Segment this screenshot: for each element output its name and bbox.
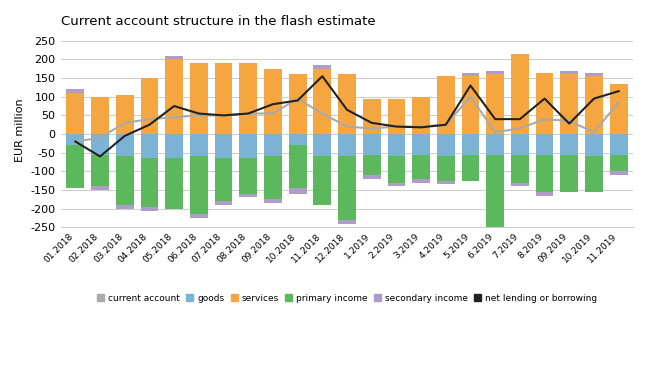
Bar	[66, 134, 84, 145]
Bar	[536, 192, 553, 196]
Bar	[239, 194, 257, 197]
Bar	[387, 183, 406, 186]
Bar	[165, 59, 183, 134]
Bar	[511, 183, 528, 186]
Bar	[511, 134, 528, 155]
Bar	[140, 158, 159, 207]
Bar	[190, 63, 208, 134]
Bar	[239, 63, 257, 134]
Bar	[140, 207, 159, 210]
Bar	[66, 145, 84, 188]
Bar	[239, 158, 257, 194]
Text: Current account structure in the flash estimate: Current account structure in the flash e…	[60, 15, 375, 28]
Bar	[462, 134, 479, 155]
Bar	[214, 63, 233, 134]
Bar	[560, 134, 578, 155]
Bar	[486, 70, 504, 74]
Bar	[462, 76, 479, 134]
Bar	[387, 157, 406, 183]
Bar	[140, 78, 159, 134]
Bar	[264, 157, 282, 199]
Bar	[437, 157, 454, 181]
Bar	[264, 69, 282, 134]
Bar	[165, 134, 183, 158]
Bar	[560, 155, 578, 192]
Bar	[338, 220, 356, 224]
Bar	[437, 181, 454, 184]
Bar	[363, 155, 381, 175]
Bar	[412, 155, 430, 179]
Bar	[214, 158, 233, 201]
Bar	[387, 134, 406, 157]
Bar	[66, 89, 84, 93]
Bar	[289, 134, 307, 145]
Bar	[486, 134, 504, 155]
Bar	[264, 199, 282, 203]
Bar	[239, 134, 257, 158]
Bar	[437, 134, 454, 157]
Bar	[91, 155, 109, 186]
Bar	[610, 171, 627, 175]
Bar	[610, 155, 627, 171]
Bar	[412, 97, 430, 134]
Bar	[289, 74, 307, 134]
Bar	[387, 99, 406, 134]
Bar	[585, 76, 603, 134]
Bar	[313, 134, 332, 157]
Bar	[560, 74, 578, 134]
Bar	[91, 186, 109, 190]
Bar	[264, 134, 282, 157]
Bar	[560, 70, 578, 74]
Bar	[511, 155, 528, 183]
Bar	[585, 72, 603, 76]
Bar	[338, 157, 356, 220]
Bar	[338, 134, 356, 157]
Bar	[486, 74, 504, 134]
Bar	[190, 157, 208, 214]
Bar	[289, 188, 307, 194]
Bar	[585, 134, 603, 157]
Bar	[66, 93, 84, 134]
Bar	[91, 97, 109, 134]
Bar	[116, 134, 134, 157]
Bar	[536, 134, 553, 155]
Bar	[313, 65, 332, 69]
Bar	[165, 56, 183, 59]
Bar	[116, 95, 134, 134]
Bar	[363, 134, 381, 155]
Bar	[190, 214, 208, 218]
Bar	[363, 175, 381, 179]
Bar	[610, 134, 627, 155]
Bar	[313, 69, 332, 134]
Bar	[190, 134, 208, 157]
Bar	[116, 157, 134, 205]
Bar	[511, 54, 528, 134]
Bar	[462, 155, 479, 181]
Bar	[338, 74, 356, 134]
Bar	[363, 99, 381, 134]
Bar	[91, 134, 109, 155]
Bar	[165, 158, 183, 209]
Bar	[585, 157, 603, 192]
Bar	[536, 72, 553, 134]
Bar	[116, 205, 134, 209]
Bar	[437, 76, 454, 134]
Bar	[140, 134, 159, 158]
Bar	[313, 157, 332, 205]
Bar	[536, 155, 553, 192]
Bar	[289, 145, 307, 188]
Bar	[412, 179, 430, 183]
Legend: current account, goods, services, primary income, secondary income, net lending : current account, goods, services, primar…	[94, 290, 601, 306]
Bar	[214, 134, 233, 158]
Y-axis label: EUR million: EUR million	[15, 99, 25, 162]
Bar	[412, 134, 430, 155]
Bar	[610, 84, 627, 134]
Bar	[462, 72, 479, 76]
Bar	[214, 201, 233, 205]
Bar	[486, 155, 504, 235]
